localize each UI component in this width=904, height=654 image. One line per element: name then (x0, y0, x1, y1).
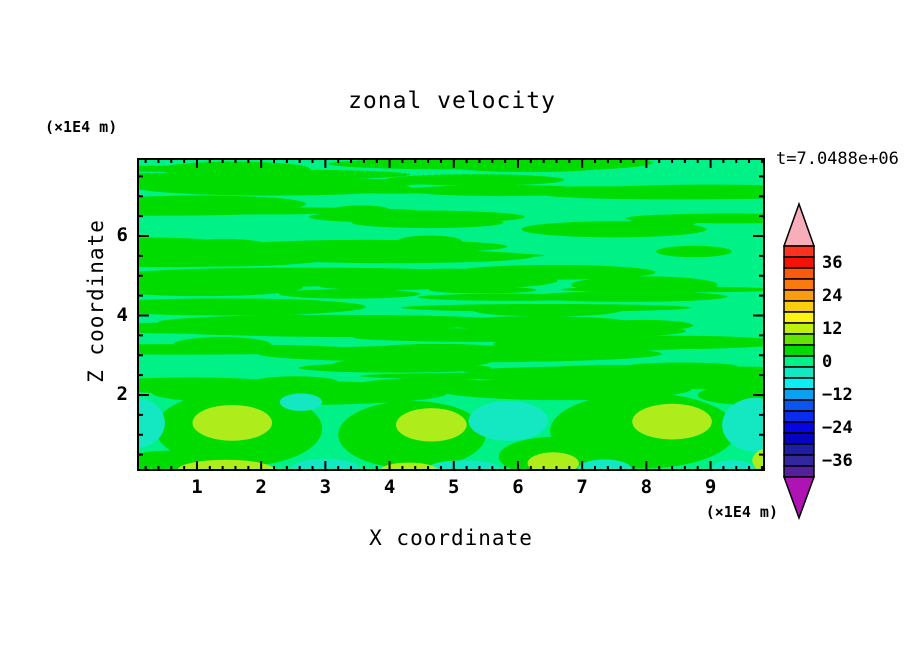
colorbar-segment (783, 245, 815, 258)
colorbar-segment (783, 278, 815, 291)
colorbar-segment (783, 399, 815, 412)
colorbar-segment (783, 465, 815, 478)
page-title: zonal velocity (348, 88, 556, 114)
colorbar-segment (783, 322, 815, 335)
colorbar-tick-label: 24 (822, 285, 843, 306)
colorbar-tick-label: −24 (822, 417, 853, 438)
colorbar-over-arrow (782, 201, 816, 247)
z-tick-label: 2 (116, 383, 128, 405)
colorbar-segment (783, 267, 815, 280)
plot-border (137, 158, 765, 471)
colorbar-segment (783, 300, 815, 313)
x-tick-label: 7 (576, 476, 588, 498)
x-tick-label: 6 (512, 476, 524, 498)
contour-plot (137, 158, 765, 471)
z-tick-label: 6 (116, 224, 128, 246)
colorbar-segment (783, 366, 815, 379)
colorbar-segment (783, 421, 815, 434)
colorbar-segment (783, 432, 815, 445)
colorbar-tick-label: 0 (822, 351, 833, 372)
colorbar-tick-label: −36 (822, 450, 853, 471)
colorbar-segment (783, 311, 815, 324)
z-axis-title: Z coordinate (84, 219, 108, 383)
x-tick-label: 5 (448, 476, 460, 498)
colorbar-segment (783, 344, 815, 357)
colorbar (782, 201, 816, 521)
x-tick-label: 8 (640, 476, 653, 498)
colorbar-segment (783, 454, 815, 467)
colorbar-segment (783, 256, 815, 269)
colorbar-segment (783, 388, 815, 401)
colorbar-segment (783, 410, 815, 423)
field-streaks (137, 158, 765, 394)
colorbar-segment (783, 289, 815, 302)
field-cells (137, 377, 765, 471)
x-tick-label: 3 (319, 476, 332, 498)
colorbar-under-arrow (782, 476, 816, 521)
colorbar-segment (783, 377, 815, 390)
colorbar-segment (783, 333, 815, 346)
z-tick-label: 4 (116, 303, 128, 326)
x-axis-title: X coordinate (369, 526, 533, 550)
time-annotation: t=7.0488e+06 (776, 149, 899, 169)
z-axis-unit-label: (×1E4 m) (45, 118, 118, 136)
x-tick-label: 1 (191, 476, 203, 498)
colorbar-tick-label: 12 (822, 318, 843, 339)
x-tick-label: 4 (383, 476, 396, 498)
colorbar-tick-label: 36 (822, 252, 843, 273)
x-tick-label: 9 (704, 476, 717, 498)
colorbar-segment (783, 355, 815, 368)
colorbar-segment (783, 443, 815, 456)
colorbar-tick-label: −12 (822, 384, 853, 405)
x-axis-unit-label: (×1E4 m) (705, 503, 778, 521)
x-tick-label: 2 (255, 476, 267, 498)
